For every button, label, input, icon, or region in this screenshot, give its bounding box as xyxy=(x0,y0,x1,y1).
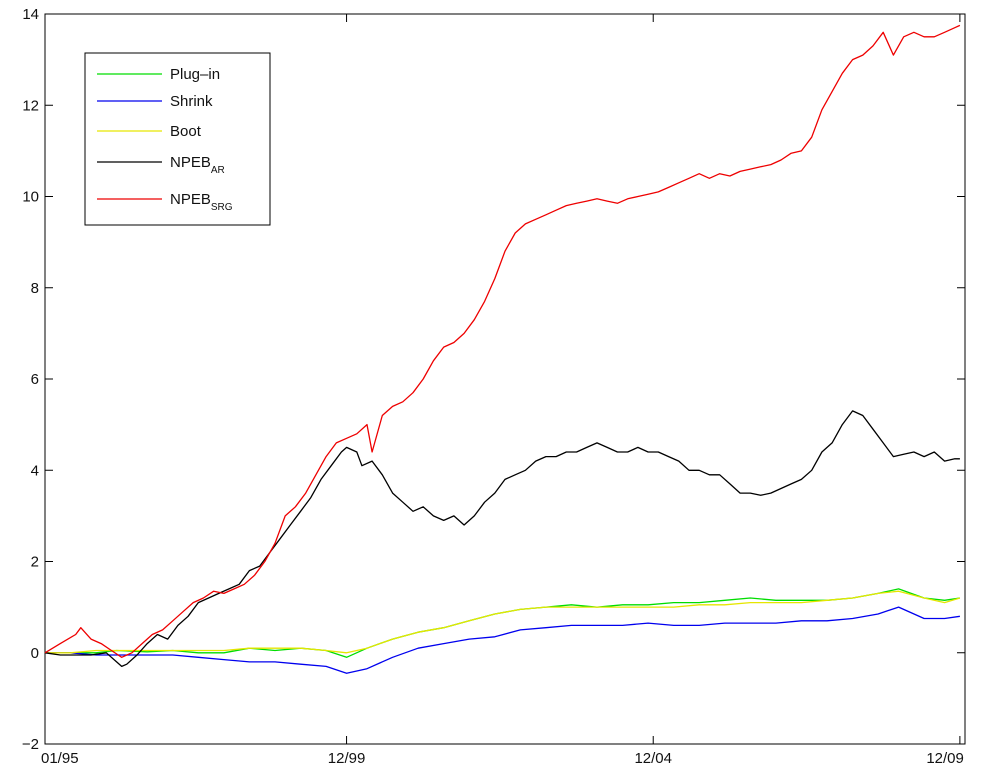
y-tick-label: −2 xyxy=(22,736,39,753)
y-tick-label: 12 xyxy=(22,97,39,114)
y-tick-label: 14 xyxy=(22,6,39,23)
legend-box xyxy=(84,52,271,226)
y-tick-label: 10 xyxy=(22,189,39,206)
legend-label-main: Shrink xyxy=(170,93,213,110)
legend-label-main: Boot xyxy=(170,123,202,140)
y-tick-label: 0 xyxy=(31,645,39,662)
legend-label-main: NPEB xyxy=(170,191,211,208)
legend-label-subscript: SRG xyxy=(211,202,233,213)
legend-label-2: Boot xyxy=(170,123,202,140)
y-tick-label: 6 xyxy=(31,371,39,388)
series-line-3 xyxy=(44,410,960,668)
series-line-0 xyxy=(45,588,960,658)
series-line-1 xyxy=(45,606,960,674)
x-tick-label: 12/99 xyxy=(328,750,366,767)
series-line-4 xyxy=(44,24,961,658)
legend-label-1: Shrink xyxy=(170,93,213,110)
y-tick-label: 2 xyxy=(31,554,39,571)
legend-label-subscript: AR xyxy=(211,165,225,176)
legend-label-4: NPEBSRG xyxy=(170,191,233,213)
legend-label-3: NPEBAR xyxy=(170,154,225,176)
x-tick-label: 12/04 xyxy=(634,750,672,767)
legend-label-main: Plug–in xyxy=(170,66,220,83)
legend-label-0: Plug–in xyxy=(170,66,220,83)
series-line-2 xyxy=(45,590,961,654)
y-tick-label: 8 xyxy=(31,280,39,297)
axis-ticks: −2 0 2 4 6 8 10 12 14 01/95 12/99 12/04 12/09 xyxy=(22,6,965,767)
x-tick-label: 01/95 xyxy=(41,750,79,767)
y-tick-label: 4 xyxy=(31,462,39,479)
series-lines xyxy=(44,24,961,674)
x-tick-label: 12/09 xyxy=(926,750,964,767)
legend-label-main: NPEB xyxy=(170,154,211,171)
